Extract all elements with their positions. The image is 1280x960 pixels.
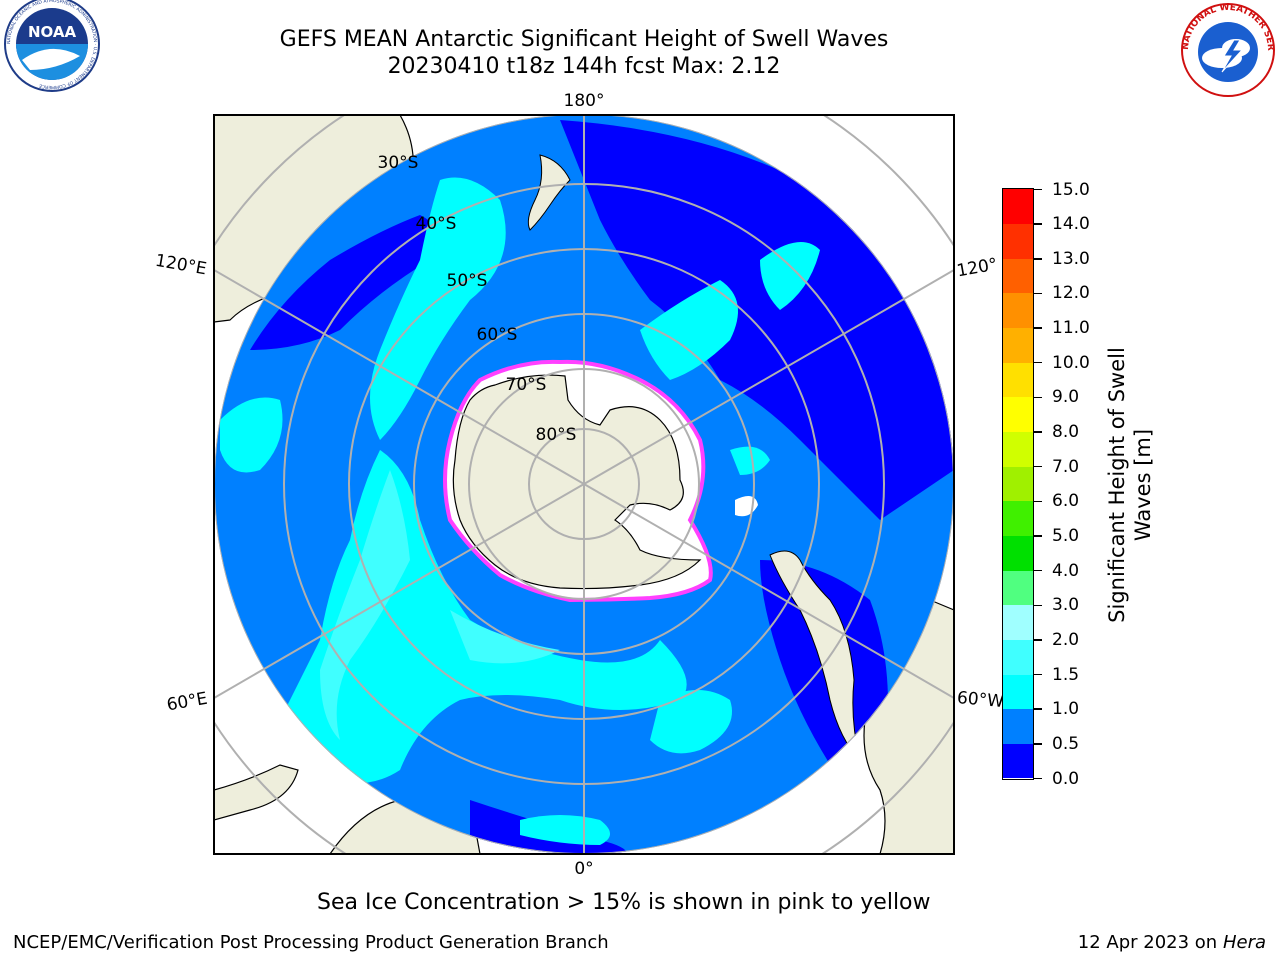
svg-text:NOAA: NOAA xyxy=(28,23,77,41)
colorbar-band xyxy=(1003,258,1033,294)
chart-title: GEFS MEAN Antarctic Significant Height o… xyxy=(279,27,889,52)
colorbar-tick-label: 14.0 xyxy=(1052,214,1090,235)
colorbar-tick-label: 1.5 xyxy=(1052,664,1080,685)
chart-subtitle: 20230410 t18z 144h fcst Max: 2.12 xyxy=(387,54,781,79)
colorbar-tick xyxy=(1034,639,1042,641)
colorbar-tick-label: 15.0 xyxy=(1052,179,1090,200)
colorbar-band xyxy=(1003,570,1033,606)
colorbar-tick xyxy=(1034,188,1042,191)
colorbar-tick-label: 9.0 xyxy=(1052,387,1080,408)
colorbar-tick xyxy=(1034,431,1042,433)
footer-machine: Hera xyxy=(1222,932,1266,953)
colorbar-tick-label: 2.0 xyxy=(1052,629,1080,650)
colorbar-tick xyxy=(1034,673,1042,676)
footer-branch: NCEP/EMC/Verification Post Processing Pr… xyxy=(13,932,609,953)
colorbar-band xyxy=(1003,292,1033,329)
lon-label-120e: 120°E xyxy=(154,251,208,280)
lat-label-70s: 70°S xyxy=(506,375,547,395)
lat-label-40s: 40°S xyxy=(416,214,457,234)
colorbar-tick-label: 11.0 xyxy=(1052,318,1090,339)
lon-label-60e: 60°E xyxy=(165,689,209,716)
sea-ice-caption: Sea Ice Concentration > 15% is shown in … xyxy=(317,890,931,915)
colorbar-band xyxy=(1003,500,1033,536)
colorbar-tick-label: 10.0 xyxy=(1052,352,1090,373)
colorbar-tick xyxy=(1034,500,1042,503)
graticule xyxy=(214,115,954,854)
new-zealand xyxy=(527,154,571,231)
colorbar-tick-label: 13.0 xyxy=(1052,248,1090,269)
colorbar-tick-label: 8.0 xyxy=(1052,422,1080,443)
colorbar-tick xyxy=(1034,223,1042,225)
lon-label-0: 0° xyxy=(574,859,593,879)
colorbar-band xyxy=(1003,674,1033,710)
nws-logo: NATIONAL WEATHER SERVICE xyxy=(1176,0,1275,97)
colorbar-tick-label: 0.0 xyxy=(1052,768,1080,789)
colorbar-tick-label: 6.0 xyxy=(1052,491,1080,512)
colorbar-band xyxy=(1003,708,1033,744)
colorbar-tick-label: 3.0 xyxy=(1052,595,1080,616)
map-frame xyxy=(213,114,955,855)
colorbar-tick xyxy=(1034,535,1042,537)
sea-ice-edge xyxy=(443,359,713,603)
south-america xyxy=(769,550,861,762)
lat-label-60s: 60°S xyxy=(477,325,518,345)
colorbar-band xyxy=(1003,396,1033,433)
colorbar-tick-label: 4.0 xyxy=(1052,560,1080,581)
colorbar-tick xyxy=(1034,327,1042,329)
colorbar-band xyxy=(1003,604,1033,640)
colorbar-tick xyxy=(1034,465,1042,468)
noaa-logo: NOAA NATIONAL OCEANIC AND ATMOSPHERIC AD… xyxy=(4,0,100,92)
colorbar-tick xyxy=(1034,258,1042,260)
colorbar-band xyxy=(1003,743,1033,779)
lon-label-60w: 60°W xyxy=(956,688,1005,712)
colorbar-band xyxy=(1003,327,1033,363)
antarctica-landmass xyxy=(452,374,702,590)
colorbar-tick xyxy=(1034,569,1042,572)
colorbar-tick-label: 1.0 xyxy=(1052,699,1080,720)
colorbar-band xyxy=(1003,639,1033,675)
colorbar-tick-label: 7.0 xyxy=(1052,456,1080,477)
colorbar-tick xyxy=(1034,604,1042,606)
lat-label-50s: 50°S xyxy=(447,271,488,291)
colorbar-tick xyxy=(1034,292,1042,295)
colorbar-tick xyxy=(1034,777,1042,780)
lat-label-30s: 30°S xyxy=(378,153,419,173)
colorbar-band xyxy=(1003,189,1033,225)
colorbar-band xyxy=(1003,431,1033,467)
colorbar-tick-label: 5.0 xyxy=(1052,525,1080,546)
lat-label-80s: 80°S xyxy=(536,425,577,445)
colorbar-band xyxy=(1003,362,1033,398)
colorbar xyxy=(1002,188,1034,780)
colorbar-band xyxy=(1003,466,1033,502)
colorbar-tick xyxy=(1034,708,1042,710)
colorbar-tick xyxy=(1034,396,1042,399)
lon-label-120w: 120° xyxy=(955,255,999,282)
colorbar-tick xyxy=(1034,743,1042,745)
lon-label-180: 180° xyxy=(564,91,605,111)
colorbar-tick-label: 0.5 xyxy=(1052,733,1080,754)
colorbar-tick-label: 12.0 xyxy=(1052,283,1090,304)
colorbar-label: Significant Height of Swell Waves [m] xyxy=(1105,347,1155,623)
colorbar-tick xyxy=(1034,361,1042,364)
colorbar-band xyxy=(1003,223,1033,259)
footer-date: 12 Apr 2023 on Hera xyxy=(1077,932,1266,953)
colorbar-band xyxy=(1003,535,1033,571)
